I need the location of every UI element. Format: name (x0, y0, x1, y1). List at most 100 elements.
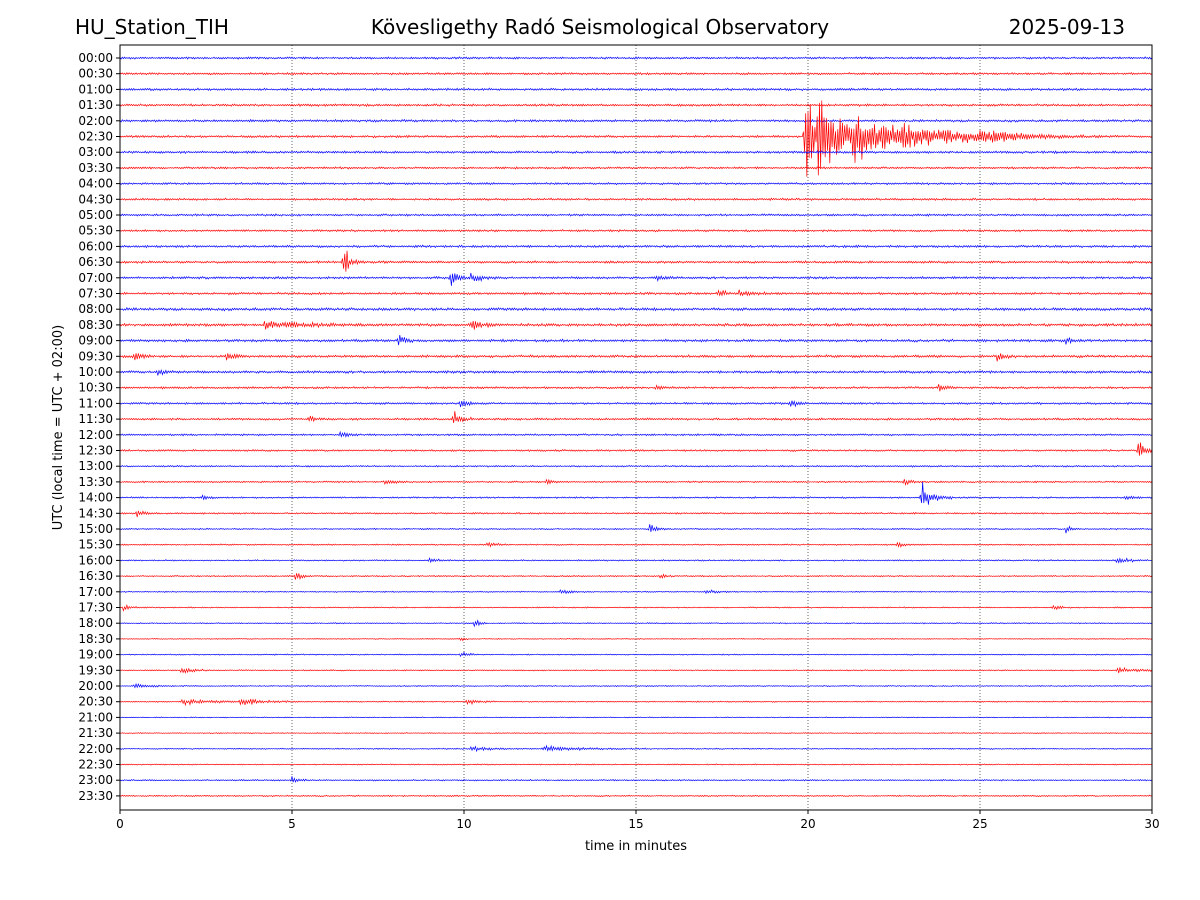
y-tick-label: 15:00 (78, 522, 113, 536)
trace-0900 (119, 335, 1153, 346)
y-tick-label: 12:30 (78, 444, 113, 458)
y-tick-label: 09:30 (78, 349, 113, 363)
y-tick-label: 01:00 (78, 82, 113, 96)
y-tick-label: 14:00 (78, 491, 113, 505)
trace-1430 (119, 510, 1153, 518)
y-tick-label: 13:00 (78, 459, 113, 473)
trace-1230 (119, 442, 1153, 456)
y-tick-label: 06:30 (78, 255, 113, 269)
trace-2030 (119, 698, 1153, 707)
y-tick-label: 19:00 (78, 648, 113, 662)
x-tick-label: 10 (456, 817, 471, 831)
grid-lines (291, 45, 981, 810)
trace-1630 (119, 573, 1153, 581)
trace-2100 (119, 716, 1153, 719)
y-tick-label: 00:30 (78, 67, 113, 81)
x-tick-labels: 0 5 10 15 20 25 30 (116, 810, 1160, 831)
y-tick-label: 21:00 (78, 710, 113, 724)
y-tick-label: 22:30 (78, 758, 113, 772)
trace-0230 (119, 100, 1153, 177)
y-tick-label: 13:30 (78, 475, 113, 489)
trace-1500 (119, 524, 1153, 534)
y-tick-label: 02:00 (78, 114, 113, 128)
trace-0830 (119, 320, 1153, 330)
trace-0400 (119, 181, 1153, 186)
trace-2330 (119, 794, 1153, 798)
trace-1830 (119, 637, 1153, 642)
trace-1600 (119, 557, 1153, 564)
y-tick-label: 05:30 (78, 224, 113, 238)
trace-2000 (119, 682, 1153, 689)
trace-0930 (119, 353, 1153, 362)
y-tick-label: 18:30 (78, 632, 113, 646)
y-tick-label: 10:30 (78, 381, 113, 395)
trace-1700 (119, 589, 1153, 595)
trace-0600 (119, 244, 1153, 249)
y-tick-label: 04:00 (78, 177, 113, 191)
y-tick-label: 23:00 (78, 773, 113, 787)
y-tick-label: 12:00 (78, 428, 113, 442)
trace-0300 (119, 150, 1153, 155)
x-tick-label: 0 (116, 817, 124, 831)
y-tick-label: 09:00 (78, 334, 113, 348)
x-axis-label: time in minutes (585, 839, 687, 854)
trace-0630 (119, 250, 1153, 272)
observatory-title: Kövesligethy Radó Seismological Observat… (370, 15, 830, 39)
trace-0530 (119, 228, 1153, 233)
trace-0100 (119, 87, 1153, 92)
y-tick-label: 17:30 (78, 601, 113, 615)
y-tick-label: 11:30 (78, 412, 113, 426)
trace-2200 (119, 744, 1153, 753)
y-tick-label: 01:30 (78, 98, 113, 112)
y-tick-label: 07:00 (78, 271, 113, 285)
trace-0500 (119, 213, 1153, 217)
trace-1730 (119, 603, 1153, 612)
trace-2230 (119, 763, 1153, 766)
y-axis-label: UTC (local time = UTC + 02:00) (51, 325, 66, 530)
trace-1100 (119, 399, 1153, 408)
trace-0200 (119, 118, 1153, 123)
y-tick-label: 16:30 (78, 569, 113, 583)
y-tick-label: 07:30 (78, 287, 113, 301)
y-tick-label: 17:00 (78, 585, 113, 599)
trace-0130 (119, 103, 1153, 108)
x-tick-label: 20 (800, 817, 815, 831)
y-tick-label: 10:00 (78, 365, 113, 379)
x-tick-label: 30 (1144, 817, 1159, 831)
y-tick-label: 08:00 (78, 302, 113, 316)
trace-2300 (119, 776, 1153, 783)
y-tick-label: 04:30 (78, 192, 113, 206)
trace-layer (119, 56, 1153, 798)
y-tick-label: 19:30 (78, 663, 113, 677)
y-tick-label: 06:00 (78, 239, 113, 253)
y-tick-label: 03:00 (78, 145, 113, 159)
y-tick-label: 11:00 (78, 396, 113, 410)
y-tick-label: 08:30 (78, 318, 113, 332)
trace-1000 (119, 368, 1153, 376)
x-tick-label: 5 (288, 817, 296, 831)
y-tick-label: 20:30 (78, 695, 113, 709)
y-tick-label: 22:00 (78, 742, 113, 756)
trace-1400 (119, 482, 1153, 505)
y-tick-label: 00:00 (78, 51, 113, 65)
trace-1900 (119, 651, 1153, 658)
trace-1330 (119, 478, 1153, 486)
trace-0430 (119, 197, 1153, 202)
trace-1930 (119, 666, 1153, 674)
y-tick-label: 15:30 (78, 538, 113, 552)
trace-0800 (119, 306, 1153, 312)
x-tick-label: 25 (972, 817, 987, 831)
trace-1130 (119, 411, 1153, 424)
y-tick-label: 02:30 (78, 130, 113, 144)
trace-1030 (119, 384, 1153, 392)
y-tick-label: 05:00 (78, 208, 113, 222)
y-tick-label: 21:30 (78, 726, 113, 740)
trace-2130 (119, 732, 1153, 735)
y-tick-label: 23:30 (78, 789, 113, 803)
y-tick-label: 20:00 (78, 679, 113, 693)
y-tick-label: 16:00 (78, 553, 113, 567)
trace-1800 (119, 619, 1153, 628)
trace-0030 (119, 71, 1153, 76)
